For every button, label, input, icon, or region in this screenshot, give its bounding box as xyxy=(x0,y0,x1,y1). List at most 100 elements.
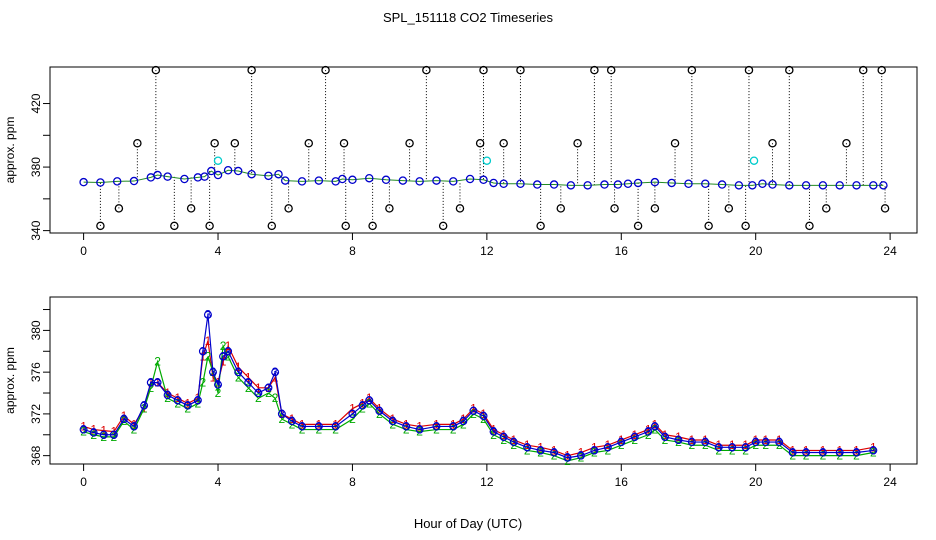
series-marker: 3 xyxy=(702,435,709,449)
series-marker: 3 xyxy=(652,419,659,433)
data-point xyxy=(96,178,105,187)
spike-point xyxy=(650,204,660,213)
series-marker: 3 xyxy=(141,399,148,413)
data-point xyxy=(153,378,162,387)
data-point xyxy=(516,179,525,189)
series-marker: 1 xyxy=(200,349,207,363)
x-tick-label: 12 xyxy=(480,244,494,258)
data-point xyxy=(734,181,744,190)
y-axis-label: approx. ppm xyxy=(3,347,17,414)
series-marker: 3 xyxy=(279,407,286,421)
series-marker: 2 xyxy=(591,446,598,460)
data-point xyxy=(714,443,723,452)
data-point xyxy=(338,174,347,184)
data-point xyxy=(650,177,660,187)
data-point xyxy=(198,347,207,356)
data-point xyxy=(613,180,623,189)
upper-panel: 0 4 8 12 16 20 24 340 380 420 approx. ppm xyxy=(3,65,918,258)
data-point xyxy=(280,176,290,185)
series-marker: 2 xyxy=(245,381,252,395)
series-marker: 3 xyxy=(729,440,736,454)
data-point xyxy=(233,166,243,176)
series-marker: 3 xyxy=(332,419,339,433)
x-tick-label: 0 xyxy=(80,475,87,489)
data-point xyxy=(129,176,139,186)
series-marker: 2 xyxy=(279,412,286,426)
series-marker: 3 xyxy=(225,344,232,358)
series-marker: 3 xyxy=(315,419,322,433)
data-point xyxy=(224,347,233,356)
cyan-point xyxy=(482,156,492,165)
series-marker: 3 xyxy=(164,388,171,402)
series-marker: 3 xyxy=(433,419,440,433)
spike-point xyxy=(230,138,240,148)
series-marker: 3 xyxy=(220,349,227,363)
series-marker: 1 xyxy=(500,428,507,442)
series-marker: 1 xyxy=(235,360,242,374)
series-marker: 1 xyxy=(789,443,796,457)
spike-point xyxy=(385,204,394,213)
spike-point xyxy=(479,65,488,75)
series-marker: 1 xyxy=(359,396,366,410)
series-marker: 2 xyxy=(90,428,97,442)
series-marker: 2 xyxy=(121,414,128,428)
data-point xyxy=(348,409,357,418)
series-marker: 3 xyxy=(235,365,242,379)
series-marker: 1 xyxy=(689,433,696,447)
series-marker: 3 xyxy=(820,446,827,460)
series-marker: 2 xyxy=(205,349,212,363)
series-marker: 3 xyxy=(272,365,279,379)
series-marker: 1 xyxy=(315,417,322,431)
spike-point xyxy=(573,138,582,148)
data-point xyxy=(203,310,212,319)
figure-title: SPL_151118 CO2 Timeseries xyxy=(383,10,554,25)
series-marker: 1 xyxy=(131,417,138,431)
data-point xyxy=(244,378,253,387)
series-marker: 1 xyxy=(631,428,638,442)
series-marker: 1 xyxy=(836,443,843,457)
x-tick-label: 16 xyxy=(615,244,629,258)
data-point xyxy=(630,432,639,441)
spike-point xyxy=(670,138,680,148)
spike-point xyxy=(368,221,377,231)
series-marker: 3 xyxy=(742,440,749,454)
series-marker: 3 xyxy=(480,409,487,423)
data-point xyxy=(402,422,411,431)
series-marker: 3 xyxy=(289,414,296,428)
series-marker: 2 xyxy=(80,425,87,439)
spike-point xyxy=(341,221,350,231)
data-point xyxy=(499,179,508,189)
data-point xyxy=(264,171,273,181)
spike-point xyxy=(880,204,890,213)
y-tick-label: 368 xyxy=(29,445,43,465)
spike-point xyxy=(610,204,619,213)
series-marker: 3 xyxy=(205,308,212,322)
x-tick-label: 12 xyxy=(480,475,494,489)
data-point xyxy=(701,179,710,189)
series-marker: 1 xyxy=(174,391,181,405)
spike-point xyxy=(536,221,545,231)
spike-point xyxy=(606,65,616,75)
series-marker: 3 xyxy=(631,430,638,444)
series-marker: 1 xyxy=(299,417,306,431)
cyan-point xyxy=(213,156,223,165)
series-marker: 3 xyxy=(675,433,682,447)
series-marker: 3 xyxy=(460,414,467,428)
series-marker: 1 xyxy=(470,402,477,416)
data-point xyxy=(358,401,367,410)
spike-point xyxy=(822,204,831,213)
data-point xyxy=(499,432,508,441)
spike-point xyxy=(455,204,465,213)
spike-point xyxy=(858,65,868,75)
spike-point xyxy=(284,204,293,213)
series-marker: 3 xyxy=(389,414,396,428)
data-point xyxy=(375,406,384,415)
series-marker: 3 xyxy=(403,419,410,433)
series-marker: 2 xyxy=(870,446,877,460)
series-marker: 3 xyxy=(349,407,356,421)
series-marker: 2 xyxy=(154,355,161,369)
spike-point xyxy=(321,65,330,75)
data-point xyxy=(852,181,861,190)
